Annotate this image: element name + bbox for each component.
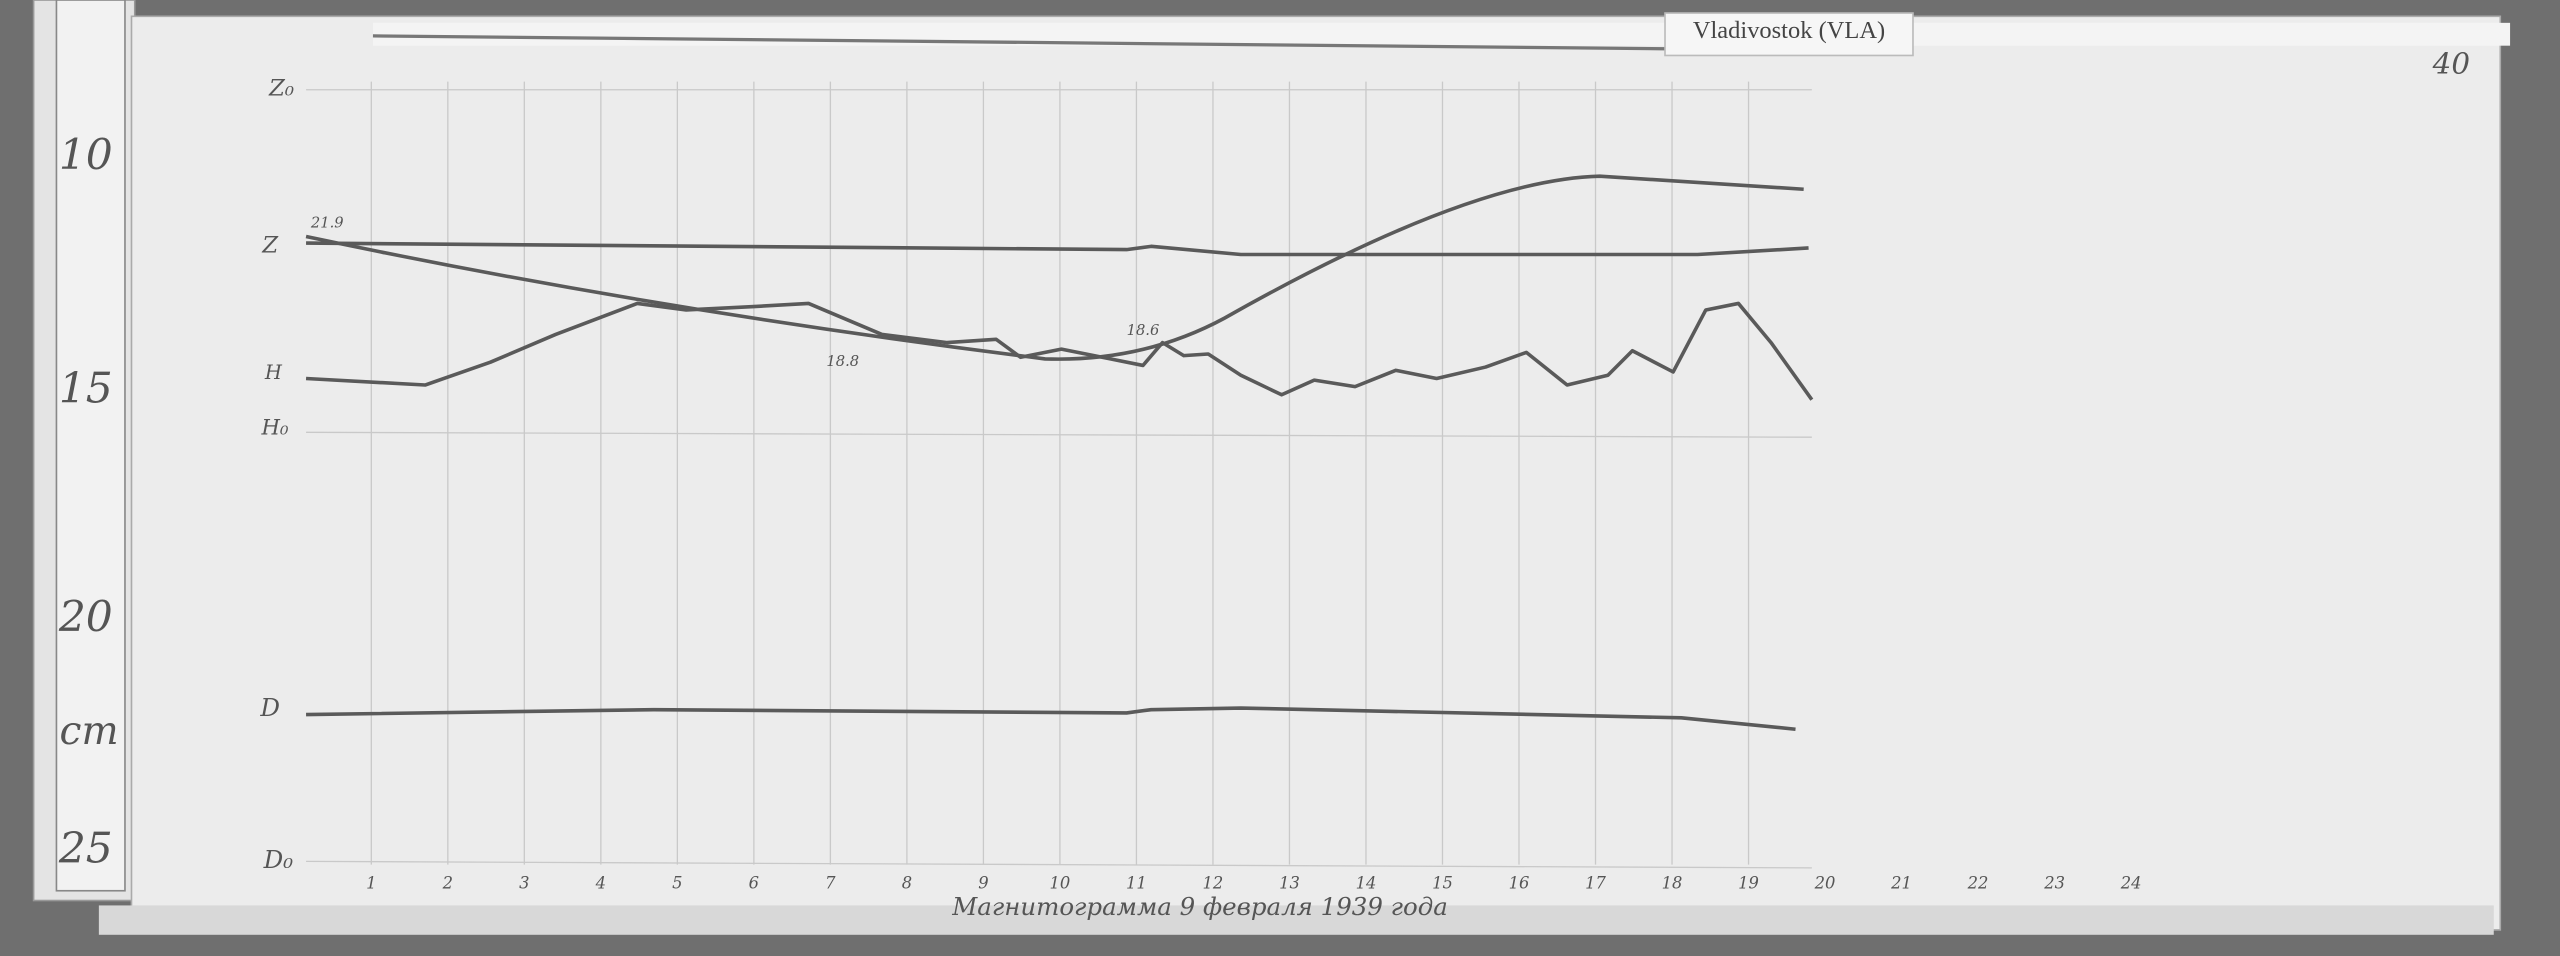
hour-label: 9 (978, 874, 988, 893)
ruler-face (55, 0, 126, 892)
trace-label: H₀ (261, 415, 289, 440)
annotation: 21.9 (310, 215, 344, 232)
hour-label: 20 (1814, 874, 1836, 893)
trace-label: Z₀ (268, 76, 294, 102)
top-strip (372, 22, 2511, 46)
hour-label: 11 (1126, 874, 1147, 893)
annotation: 18.6 (1127, 322, 1160, 339)
hour-label: 24 (2120, 874, 2142, 893)
hour-label: 2 (442, 874, 453, 893)
hour-label: 10 (1050, 874, 1071, 893)
d-trace (306, 706, 1796, 732)
trace-label: D (259, 693, 280, 722)
station-label: Vladivostok (VLA) (1693, 17, 1885, 44)
hour-label: 17 (1585, 874, 1606, 893)
hour-label: 13 (1279, 874, 1300, 893)
hour-label: 15 (1432, 874, 1453, 893)
hour-label: 23 (2043, 874, 2065, 893)
hour-label: 19 (1738, 874, 1759, 893)
ruler-unit: cm (60, 709, 119, 754)
ruler-mark: 20 (58, 593, 113, 642)
hour-label: 5 (672, 874, 682, 893)
hour-label: 6 (749, 874, 759, 893)
trace-label: Z (261, 232, 279, 258)
hour-label: 16 (1509, 874, 1530, 893)
annotation: 18.8 (826, 353, 859, 370)
bottom-strip (98, 905, 2494, 935)
ruler-mark: 10 (59, 131, 113, 180)
z-trace (306, 241, 1809, 257)
hour-label: 8 (902, 874, 912, 893)
hour-label: 12 (1203, 874, 1224, 893)
hour-label: 14 (1356, 874, 1377, 893)
trace-label: D₀ (263, 845, 294, 874)
h0-baseline (306, 431, 1812, 438)
hour-label: 21 (1890, 874, 1912, 893)
plate (130, 15, 2502, 931)
caption: Магнитограмма 9 февраля 1939 года (951, 892, 1448, 921)
trace-label: H (264, 361, 283, 384)
station-label-box (1664, 12, 1914, 57)
hour-label: 18 (1662, 874, 1683, 893)
hour-label: 7 (825, 874, 836, 893)
hour-label: 4 (595, 874, 606, 893)
d0-baseline (306, 860, 1812, 869)
top-line (372, 34, 1682, 51)
hour-label: 3 (519, 874, 529, 893)
plate-number: 40 (2432, 46, 2470, 80)
hour-label: 1 (366, 874, 376, 893)
h-trace (305, 301, 1814, 401)
hour-label: 22 (1967, 874, 1989, 893)
ruler-mark: 15 (59, 365, 113, 414)
ruler-mark: 25 (58, 825, 113, 874)
